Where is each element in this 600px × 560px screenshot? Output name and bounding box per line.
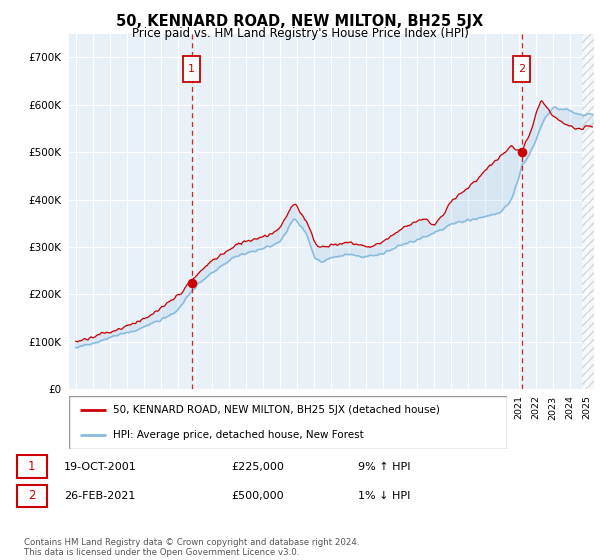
Text: 1% ↓ HPI: 1% ↓ HPI [358, 491, 410, 501]
FancyBboxPatch shape [17, 455, 47, 478]
FancyBboxPatch shape [513, 56, 530, 82]
Text: 50, KENNARD ROAD, NEW MILTON, BH25 5JX (detached house): 50, KENNARD ROAD, NEW MILTON, BH25 5JX (… [113, 405, 440, 416]
Point [517, 148, 526, 157]
Text: Price paid vs. HM Land Registry's House Price Index (HPI): Price paid vs. HM Land Registry's House … [131, 27, 469, 40]
FancyBboxPatch shape [183, 56, 200, 82]
FancyBboxPatch shape [69, 396, 507, 449]
Text: 19-OCT-2001: 19-OCT-2001 [64, 461, 137, 472]
Text: 1: 1 [188, 64, 195, 74]
Text: 26-FEB-2021: 26-FEB-2021 [64, 491, 135, 501]
FancyBboxPatch shape [17, 485, 47, 507]
Text: 50, KENNARD ROAD, NEW MILTON, BH25 5JX: 50, KENNARD ROAD, NEW MILTON, BH25 5JX [116, 14, 484, 29]
Text: 2: 2 [28, 489, 35, 502]
Text: HPI: Average price, detached house, New Forest: HPI: Average price, detached house, New … [113, 430, 364, 440]
Text: £225,000: £225,000 [231, 461, 284, 472]
Text: 9% ↑ HPI: 9% ↑ HPI [358, 461, 410, 472]
Text: 2: 2 [518, 64, 525, 74]
Point [187, 278, 197, 287]
Text: £500,000: £500,000 [231, 491, 284, 501]
Text: Contains HM Land Registry data © Crown copyright and database right 2024.
This d: Contains HM Land Registry data © Crown c… [24, 538, 359, 557]
Text: 1: 1 [28, 460, 35, 473]
